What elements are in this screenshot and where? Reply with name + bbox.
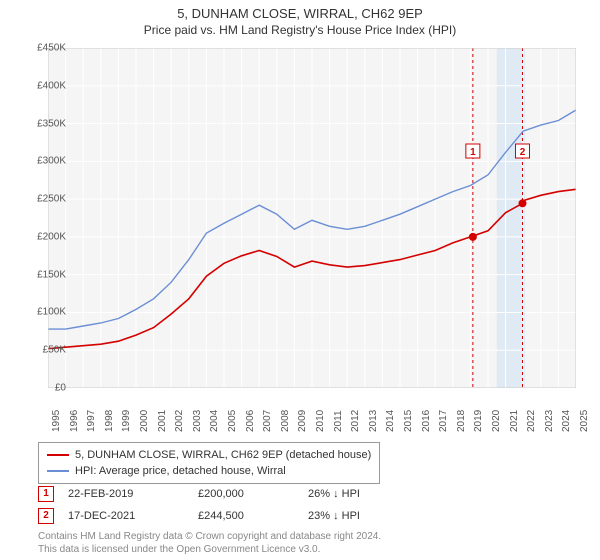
x-tick-label: 2025 (579, 410, 590, 432)
legend: 5, DUNHAM CLOSE, WIRRAL, CH62 9EP (detac… (38, 442, 380, 484)
x-tick-label: 2020 (491, 410, 502, 432)
transaction-delta: 23% ↓ HPI (308, 510, 360, 522)
transaction-delta: 26% ↓ HPI (308, 488, 360, 500)
y-tick-label: £300K (22, 156, 66, 167)
y-tick-label: £100K (22, 307, 66, 318)
x-tick-label: 2016 (421, 410, 432, 432)
line-chart: 12 (48, 48, 576, 388)
x-tick-label: 2011 (333, 410, 344, 432)
footer-line: Contains HM Land Registry data © Crown c… (38, 530, 381, 543)
y-tick-label: £250K (22, 194, 66, 205)
x-tick-label: 2022 (526, 410, 537, 432)
x-tick-label: 1997 (86, 410, 97, 432)
x-tick-label: 2023 (544, 410, 555, 432)
x-tick-label: 2004 (209, 410, 220, 432)
y-tick-label: £200K (22, 231, 66, 242)
x-tick-label: 2002 (174, 410, 185, 432)
x-tick-label: 2015 (403, 410, 414, 432)
svg-text:1: 1 (470, 147, 476, 158)
x-tick-label: 2019 (473, 410, 484, 432)
transaction-row: 1 22-FEB-2019 £200,000 26% ↓ HPI (38, 486, 360, 502)
transaction-price: £200,000 (198, 488, 308, 500)
chart-subtitle: Price paid vs. HM Land Registry's House … (0, 21, 600, 37)
x-tick-label: 2003 (192, 410, 203, 432)
x-tick-label: 2010 (315, 410, 326, 432)
transaction-row: 2 17-DEC-2021 £244,500 23% ↓ HPI (38, 508, 360, 524)
legend-label: HPI: Average price, detached house, Wirr… (75, 463, 286, 479)
chart-container: 5, DUNHAM CLOSE, WIRRAL, CH62 9EP Price … (0, 0, 600, 560)
x-tick-label: 2009 (297, 410, 308, 432)
chart-title: 5, DUNHAM CLOSE, WIRRAL, CH62 9EP (0, 0, 600, 21)
transaction-date: 22-FEB-2019 (68, 488, 198, 500)
legend-swatch (47, 454, 69, 456)
x-tick-label: 2005 (227, 410, 238, 432)
x-tick-label: 2018 (456, 410, 467, 432)
legend-item: 5, DUNHAM CLOSE, WIRRAL, CH62 9EP (detac… (47, 447, 371, 463)
legend-item: HPI: Average price, detached house, Wirr… (47, 463, 371, 479)
x-tick-label: 2012 (350, 410, 361, 432)
x-tick-label: 2000 (139, 410, 150, 432)
x-tick-label: 1996 (69, 410, 80, 432)
x-tick-label: 2024 (561, 410, 572, 432)
x-tick-label: 2006 (245, 410, 256, 432)
x-tick-label: 2014 (385, 410, 396, 432)
x-tick-label: 2021 (509, 410, 520, 432)
y-tick-label: £400K (22, 80, 66, 91)
x-tick-label: 1998 (104, 410, 115, 432)
svg-text:2: 2 (520, 147, 526, 158)
x-tick-label: 2013 (368, 410, 379, 432)
x-tick-label: 2001 (157, 410, 168, 432)
y-tick-label: £350K (22, 118, 66, 129)
footer-line: This data is licensed under the Open Gov… (38, 543, 320, 556)
x-tick-label: 2017 (438, 410, 449, 432)
x-tick-label: 2007 (262, 410, 273, 432)
y-tick-label: £450K (22, 43, 66, 54)
legend-swatch (47, 470, 69, 472)
legend-label: 5, DUNHAM CLOSE, WIRRAL, CH62 9EP (detac… (75, 447, 371, 463)
y-tick-label: £150K (22, 269, 66, 280)
x-tick-label: 1999 (121, 410, 132, 432)
x-tick-label: 1995 (51, 410, 62, 432)
x-tick-label: 2008 (280, 410, 291, 432)
marker-badge: 1 (38, 486, 54, 502)
transaction-date: 17-DEC-2021 (68, 510, 198, 522)
transaction-price: £244,500 (198, 510, 308, 522)
y-tick-label: £0 (22, 383, 66, 394)
y-tick-label: £50K (22, 345, 66, 356)
marker-badge: 2 (38, 508, 54, 524)
